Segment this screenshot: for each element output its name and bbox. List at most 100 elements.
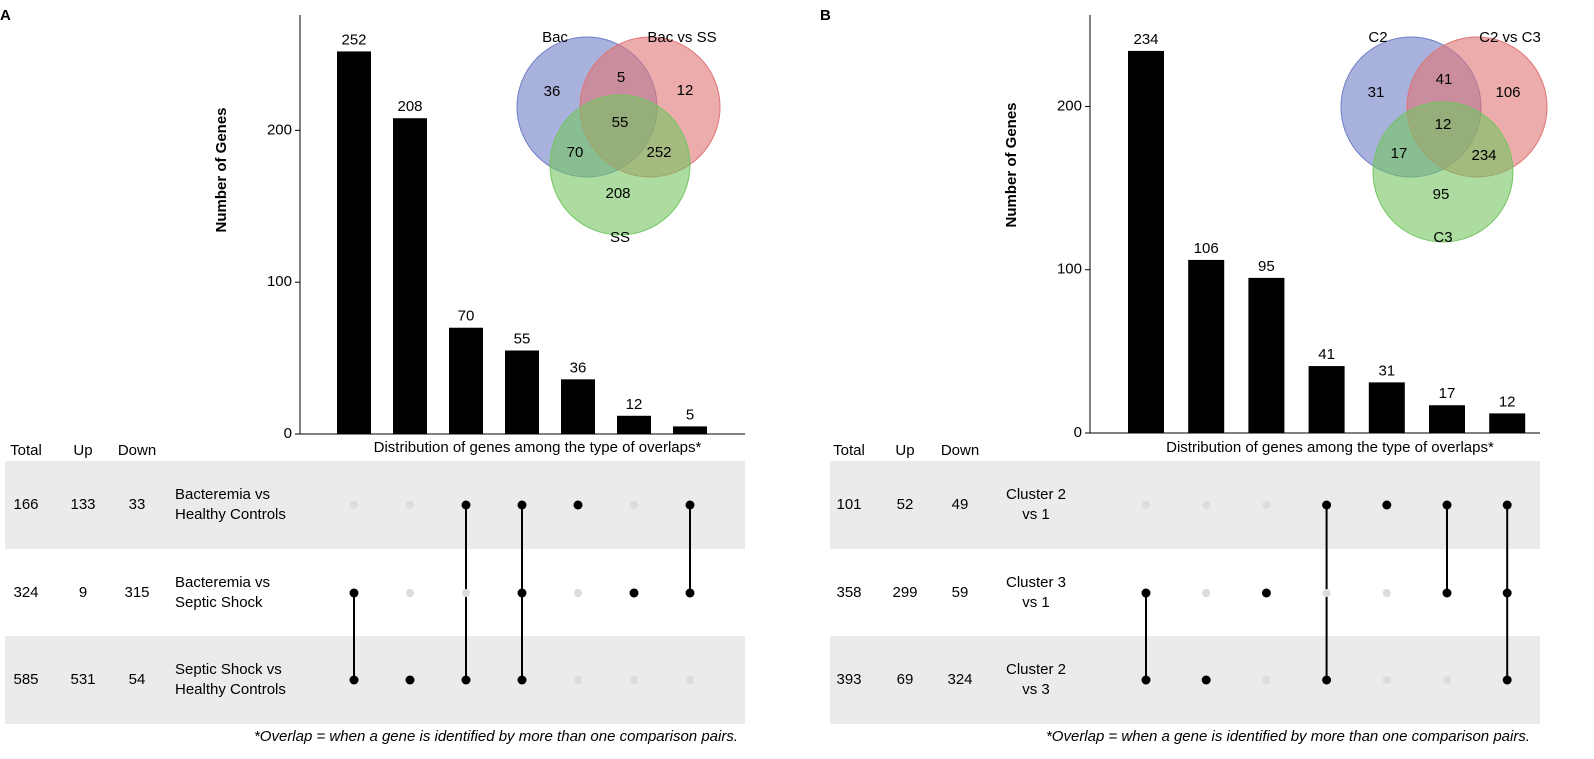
venn-circle	[549, 94, 691, 236]
table-cell: 33	[129, 496, 146, 513]
venn-region-value: 41	[1436, 71, 1453, 88]
venn-region-value: 31	[1368, 84, 1385, 101]
matrix-dot	[630, 501, 638, 509]
matrix-dot	[1201, 675, 1211, 685]
bar	[449, 327, 483, 434]
set-name-line: Healthy Controls	[175, 506, 286, 523]
matrix-dot	[461, 500, 471, 510]
table-header: Down	[118, 442, 156, 459]
bar	[505, 350, 539, 434]
panel-label: A	[0, 7, 11, 24]
bar-value-label: 95	[1258, 258, 1275, 275]
table-cell: 101	[836, 496, 861, 513]
set-name-line: Cluster 2	[1006, 661, 1066, 678]
set-name-line: Septic Shock	[175, 594, 263, 611]
matrix-dot	[1382, 589, 1391, 597]
set-name-line: Cluster 3	[1006, 574, 1066, 591]
matrix-dot	[1202, 501, 1211, 509]
table-cell: 324	[947, 671, 972, 688]
bar-value-label: 106	[1194, 240, 1219, 257]
y-tick-label: 100	[267, 273, 292, 290]
table-cell: 52	[897, 496, 914, 513]
bar-value-label: 208	[397, 98, 422, 115]
panel-label: B	[820, 7, 831, 24]
set-name: Cluster 2 vs 1	[1006, 486, 1066, 523]
table-cell: 393	[836, 671, 861, 688]
matrix-dot	[574, 676, 582, 684]
venn-region-value: 12	[677, 82, 694, 99]
table-cell: 315	[124, 584, 149, 601]
row-band	[830, 636, 1540, 724]
bar	[1128, 50, 1164, 433]
venn-region-value: 95	[1433, 186, 1450, 203]
matrix-dot	[1502, 500, 1512, 510]
venn-region-value: 36	[544, 83, 561, 100]
matrix-dot	[349, 588, 359, 598]
table-cell: 324	[13, 584, 38, 601]
footnote: *Overlap = when a gene is identified by …	[1046, 728, 1530, 745]
venn-region-value: 12	[1435, 116, 1452, 133]
y-tick-label: 100	[1057, 261, 1082, 278]
bar-value-label: 17	[1439, 385, 1456, 402]
matrix-dot	[517, 500, 527, 510]
bar	[1368, 382, 1405, 433]
matrix-dot	[686, 676, 694, 684]
venn-set-label: C3	[1433, 229, 1452, 246]
venn-region-value: 70	[567, 144, 584, 161]
table-cell: 166	[13, 496, 38, 513]
matrix-dot	[1142, 501, 1150, 509]
bar-value-label: 252	[341, 31, 366, 48]
matrix-dot	[685, 500, 695, 510]
matrix-dot	[349, 675, 359, 685]
table-header: Total	[833, 442, 865, 459]
matrix-dot	[405, 675, 415, 685]
table-header: Up	[895, 442, 914, 459]
bar	[673, 426, 707, 434]
venn-set-label: Bac vs SS	[647, 29, 716, 46]
venn-circle	[1372, 101, 1514, 243]
venn-set-label: C2	[1368, 29, 1387, 46]
venn-region-value: 5	[617, 69, 625, 86]
y-axis-title: Number of Genes	[1003, 102, 1020, 227]
bar-value-label: 12	[626, 396, 643, 413]
x-axis-title: Distribution of genes among the type of …	[374, 439, 702, 456]
matrix-dot	[517, 588, 527, 598]
matrix-dot	[1141, 588, 1151, 598]
matrix-dot	[629, 588, 639, 598]
set-name-line: Cluster 2	[1006, 486, 1066, 503]
set-name: Bacteremia vs Septic Shock	[175, 574, 270, 611]
set-name-line: Septic Shock vs	[175, 661, 282, 678]
row-band	[5, 636, 745, 724]
matrix-dot	[462, 589, 470, 597]
matrix-dot	[1382, 500, 1392, 510]
bar-value-label: 12	[1499, 393, 1516, 410]
table-header: Total	[10, 442, 42, 459]
bar	[1248, 277, 1285, 433]
matrix-dot	[406, 589, 414, 597]
bar-value-label: 55	[514, 330, 531, 347]
set-name-line: Healthy Controls	[175, 681, 286, 698]
table-cell: 59	[952, 584, 969, 601]
set-name-line: vs 1	[1022, 506, 1050, 523]
matrix-dot	[1202, 589, 1211, 597]
bar-value-label: 31	[1378, 362, 1395, 379]
x-axis-title: Distribution of genes among the type of …	[1166, 439, 1494, 456]
matrix-dot	[1261, 588, 1271, 598]
venn-region-value: 55	[612, 114, 629, 131]
bar-value-label: 234	[1133, 31, 1158, 48]
venn-region-value: 252	[646, 144, 671, 161]
table-cell: 133	[70, 496, 95, 513]
matrix-dot	[573, 500, 583, 510]
matrix-dot	[630, 676, 638, 684]
bar	[617, 415, 651, 434]
matrix-dot	[1322, 589, 1331, 597]
y-tick-label: 200	[267, 121, 292, 138]
venn-region-value: 17	[1391, 145, 1408, 162]
matrix-dot	[1141, 675, 1151, 685]
table-cell: 585	[13, 671, 38, 688]
matrix-dot	[461, 675, 471, 685]
y-axis-title: Number of Genes	[213, 107, 230, 232]
venn-set-label: C2 vs C3	[1479, 29, 1541, 46]
set-name-line: Bacteremia vs	[175, 574, 270, 591]
set-name: Cluster 2 vs 3	[1006, 661, 1066, 698]
